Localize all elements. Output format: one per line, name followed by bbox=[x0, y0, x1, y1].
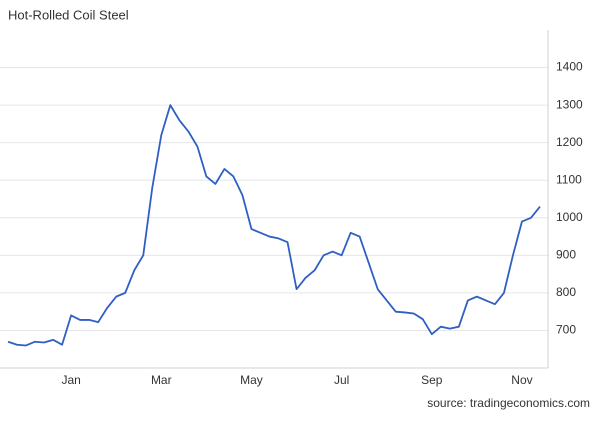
data-line bbox=[7, 104, 541, 347]
y-tick-label: 1100 bbox=[556, 172, 582, 186]
chart-title: Hot-Rolled Coil Steel bbox=[8, 7, 129, 22]
x-tick-label: Sep bbox=[421, 373, 443, 387]
y-tick-label: 900 bbox=[556, 248, 576, 262]
y-tick-label: 1200 bbox=[556, 135, 583, 149]
x-tick-label: Nov bbox=[511, 373, 532, 387]
x-tick-label: Jan bbox=[61, 373, 80, 387]
x-tick-label: May bbox=[240, 373, 263, 387]
x-tick-label: Mar bbox=[151, 373, 172, 387]
source-note: source: tradingeconomics.com bbox=[427, 396, 590, 410]
y-tick-label: 700 bbox=[556, 323, 576, 337]
y-tick-label: 1400 bbox=[556, 60, 583, 74]
x-tick-label: Jul bbox=[334, 373, 349, 387]
y-tick-label: 1000 bbox=[556, 210, 583, 224]
y-tick-label: 800 bbox=[556, 285, 576, 299]
y-tick-label: 1300 bbox=[556, 97, 583, 111]
